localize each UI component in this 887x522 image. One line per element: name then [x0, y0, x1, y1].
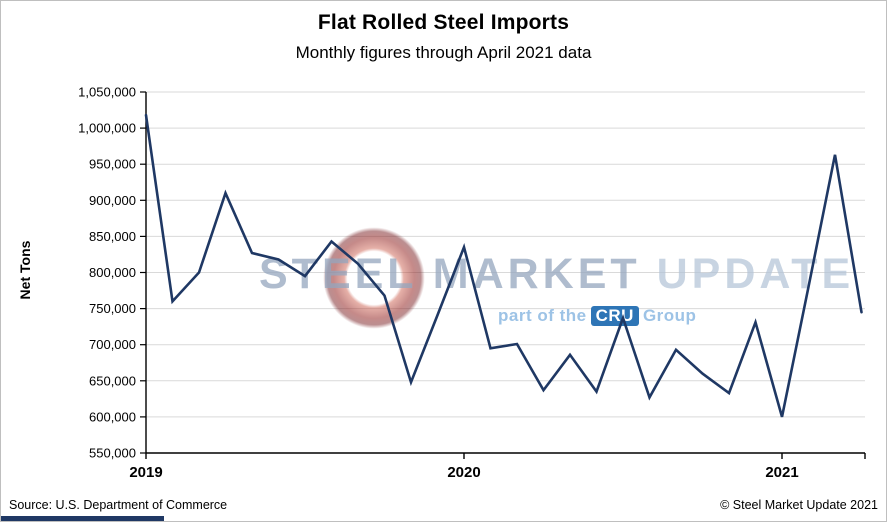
svg-text:2020: 2020: [447, 464, 480, 481]
svg-text:2019: 2019: [129, 464, 162, 481]
watermark-cru-line: part of the CRU Group: [498, 306, 696, 326]
svg-text:800,000: 800,000: [89, 265, 136, 280]
svg-text:850,000: 850,000: [89, 229, 136, 244]
watermark-part-of: part of the: [498, 306, 587, 325]
copyright-note: © Steel Market Update 2021: [720, 498, 878, 512]
svg-text:750,000: 750,000: [89, 301, 136, 316]
chart-subtitle: Monthly figures through April 2021 data: [295, 43, 592, 62]
watermark-steel-market: STEEL MARKET: [259, 250, 641, 298]
svg-text:1,000,000: 1,000,000: [78, 121, 136, 136]
watermark-brand-text: STEEL MARKET UPDATE: [259, 250, 854, 299]
svg-text:900,000: 900,000: [89, 193, 136, 208]
watermark-update: UPDATE: [656, 250, 855, 298]
bottom-accent-bar: [1, 516, 164, 521]
svg-text:650,000: 650,000: [89, 373, 136, 388]
smu-logo-icon: [317, 221, 431, 335]
svg-text:2021: 2021: [765, 464, 798, 481]
chart-title: Flat Rolled Steel Imports: [317, 11, 570, 34]
svg-text:550,000: 550,000: [89, 446, 136, 461]
source-note: Source: U.S. Department of Commerce: [9, 498, 228, 512]
svg-text:950,000: 950,000: [89, 157, 136, 172]
watermark-group: Group: [642, 306, 697, 325]
svg-text:1,050,000: 1,050,000: [78, 85, 136, 100]
y-axis-label: Net Tons: [17, 240, 33, 300]
svg-text:700,000: 700,000: [89, 337, 136, 352]
svg-text:600,000: 600,000: [89, 409, 136, 424]
cru-logo-badge: CRU: [590, 306, 639, 326]
